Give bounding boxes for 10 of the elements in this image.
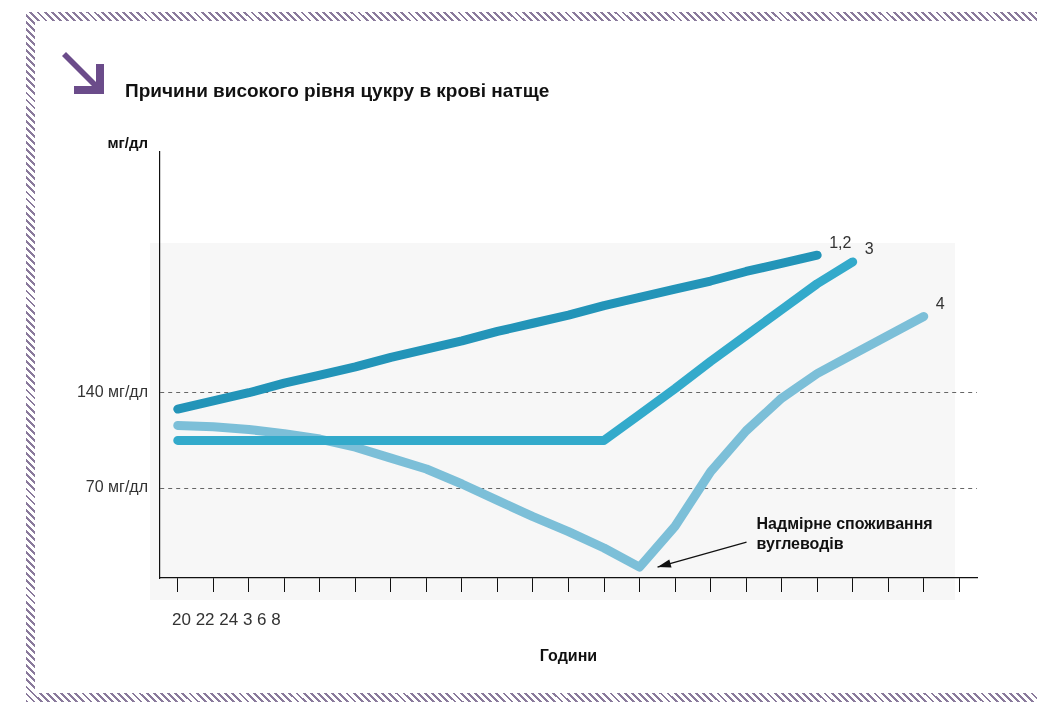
y-tick-label: 70 мг/дл: [85, 478, 148, 496]
series-label: 4: [935, 294, 945, 312]
y-tick-label: 140 мг/дл: [76, 383, 148, 401]
series-label: 1,2: [829, 233, 852, 251]
y-axis-title: мг/дл: [107, 133, 148, 151]
x-axis-title: Години: [539, 646, 598, 664]
text: 20 22 24 3 6 8: [172, 610, 281, 630]
chart-title: Причини високого рівня цукру в крові натще: [125, 80, 550, 102]
annotation: Надмірне споживання вуглеводів: [756, 514, 933, 552]
series-label: 3: [864, 240, 874, 258]
